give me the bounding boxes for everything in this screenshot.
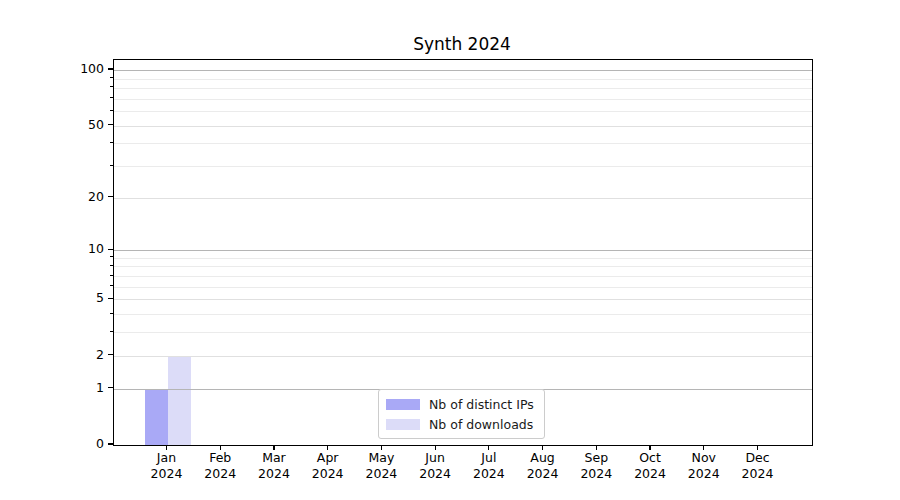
y-tick-label: 20: [0, 189, 104, 205]
legend-swatch-downloads: [386, 419, 420, 430]
y-gridline-minor: [114, 258, 812, 259]
y-axis-tick: [108, 354, 113, 355]
y-gridline-minor: [114, 143, 812, 144]
y-axis-minor-tick: [110, 275, 113, 276]
y-axis-minor-tick: [110, 285, 113, 286]
y-axis-minor-tick: [110, 110, 113, 111]
x-tick-label-dec: Dec 2024: [726, 450, 790, 481]
legend: Nb of distinct IPs Nb of downloads: [378, 389, 545, 439]
y-axis-tick: [108, 249, 113, 250]
y-axis-minor-tick: [110, 331, 113, 332]
x-axis-tick: [327, 445, 328, 450]
legend-item-distinct-ips: Nb of distinct IPs: [386, 394, 534, 414]
y-gridline-minor: [114, 314, 812, 315]
x-axis-tick: [273, 445, 274, 450]
x-axis-tick: [166, 445, 167, 450]
y-gridline-minor: [114, 111, 812, 112]
x-axis-tick: [757, 445, 758, 450]
y-gridline: [114, 198, 812, 199]
y-gridline: [114, 126, 812, 127]
y-gridline: [114, 250, 812, 251]
x-axis-tick: [435, 445, 436, 450]
y-axis-tick: [108, 68, 113, 69]
bar-nb-of-downloads-jan: [168, 356, 191, 445]
y-axis-minor-tick: [110, 165, 113, 166]
y-axis-minor-tick: [110, 265, 113, 266]
chart-title: Synth 2024: [113, 34, 811, 54]
bar-nb-of-distinct-ips-jan: [145, 389, 168, 445]
y-gridline-minor: [114, 99, 812, 100]
x-axis-tick: [488, 445, 489, 450]
y-gridline-minor: [114, 332, 812, 333]
plot-area: [113, 59, 813, 447]
y-gridline: [114, 70, 812, 71]
y-axis-tick: [108, 196, 113, 197]
y-axis-minor-tick: [110, 86, 113, 87]
y-axis-minor-tick: [110, 313, 113, 314]
x-axis-tick: [381, 445, 382, 450]
y-axis-minor-tick: [110, 97, 113, 98]
x-axis-tick: [542, 445, 543, 450]
y-tick-label: 0: [0, 436, 104, 452]
y-tick-label: 10: [0, 241, 104, 257]
y-gridline: [114, 299, 812, 300]
y-gridline-minor: [114, 276, 812, 277]
legend-item-downloads: Nb of downloads: [386, 414, 534, 434]
y-tick-label: 2: [0, 347, 104, 363]
y-axis-tick: [108, 387, 113, 388]
y-axis-minor-tick: [110, 142, 113, 143]
y-gridline-minor: [114, 79, 812, 80]
legend-label: Nb of distinct IPs: [429, 397, 534, 412]
y-gridline-minor: [114, 88, 812, 89]
figure: Synth 2024 Nb of distinct IPs Nb of down…: [0, 0, 900, 500]
x-axis-tick: [596, 445, 597, 450]
y-axis-minor-tick: [110, 256, 113, 257]
x-axis-tick: [703, 445, 704, 450]
y-gridline-minor: [114, 166, 812, 167]
y-tick-label: 100: [0, 61, 104, 77]
x-axis-tick: [220, 445, 221, 450]
x-axis-tick: [649, 445, 650, 450]
legend-swatch-distinct-ips: [386, 399, 420, 410]
y-tick-label: 1: [0, 380, 104, 396]
y-gridline-minor: [114, 266, 812, 267]
y-axis-tick: [108, 443, 113, 444]
legend-label: Nb of downloads: [429, 417, 533, 432]
y-tick-label: 50: [0, 117, 104, 133]
y-tick-label: 5: [0, 290, 104, 306]
y-axis-tick: [108, 298, 113, 299]
y-gridline: [114, 356, 812, 357]
y-axis-minor-tick: [110, 77, 113, 78]
y-axis-tick: [108, 124, 113, 125]
y-gridline-minor: [114, 287, 812, 288]
